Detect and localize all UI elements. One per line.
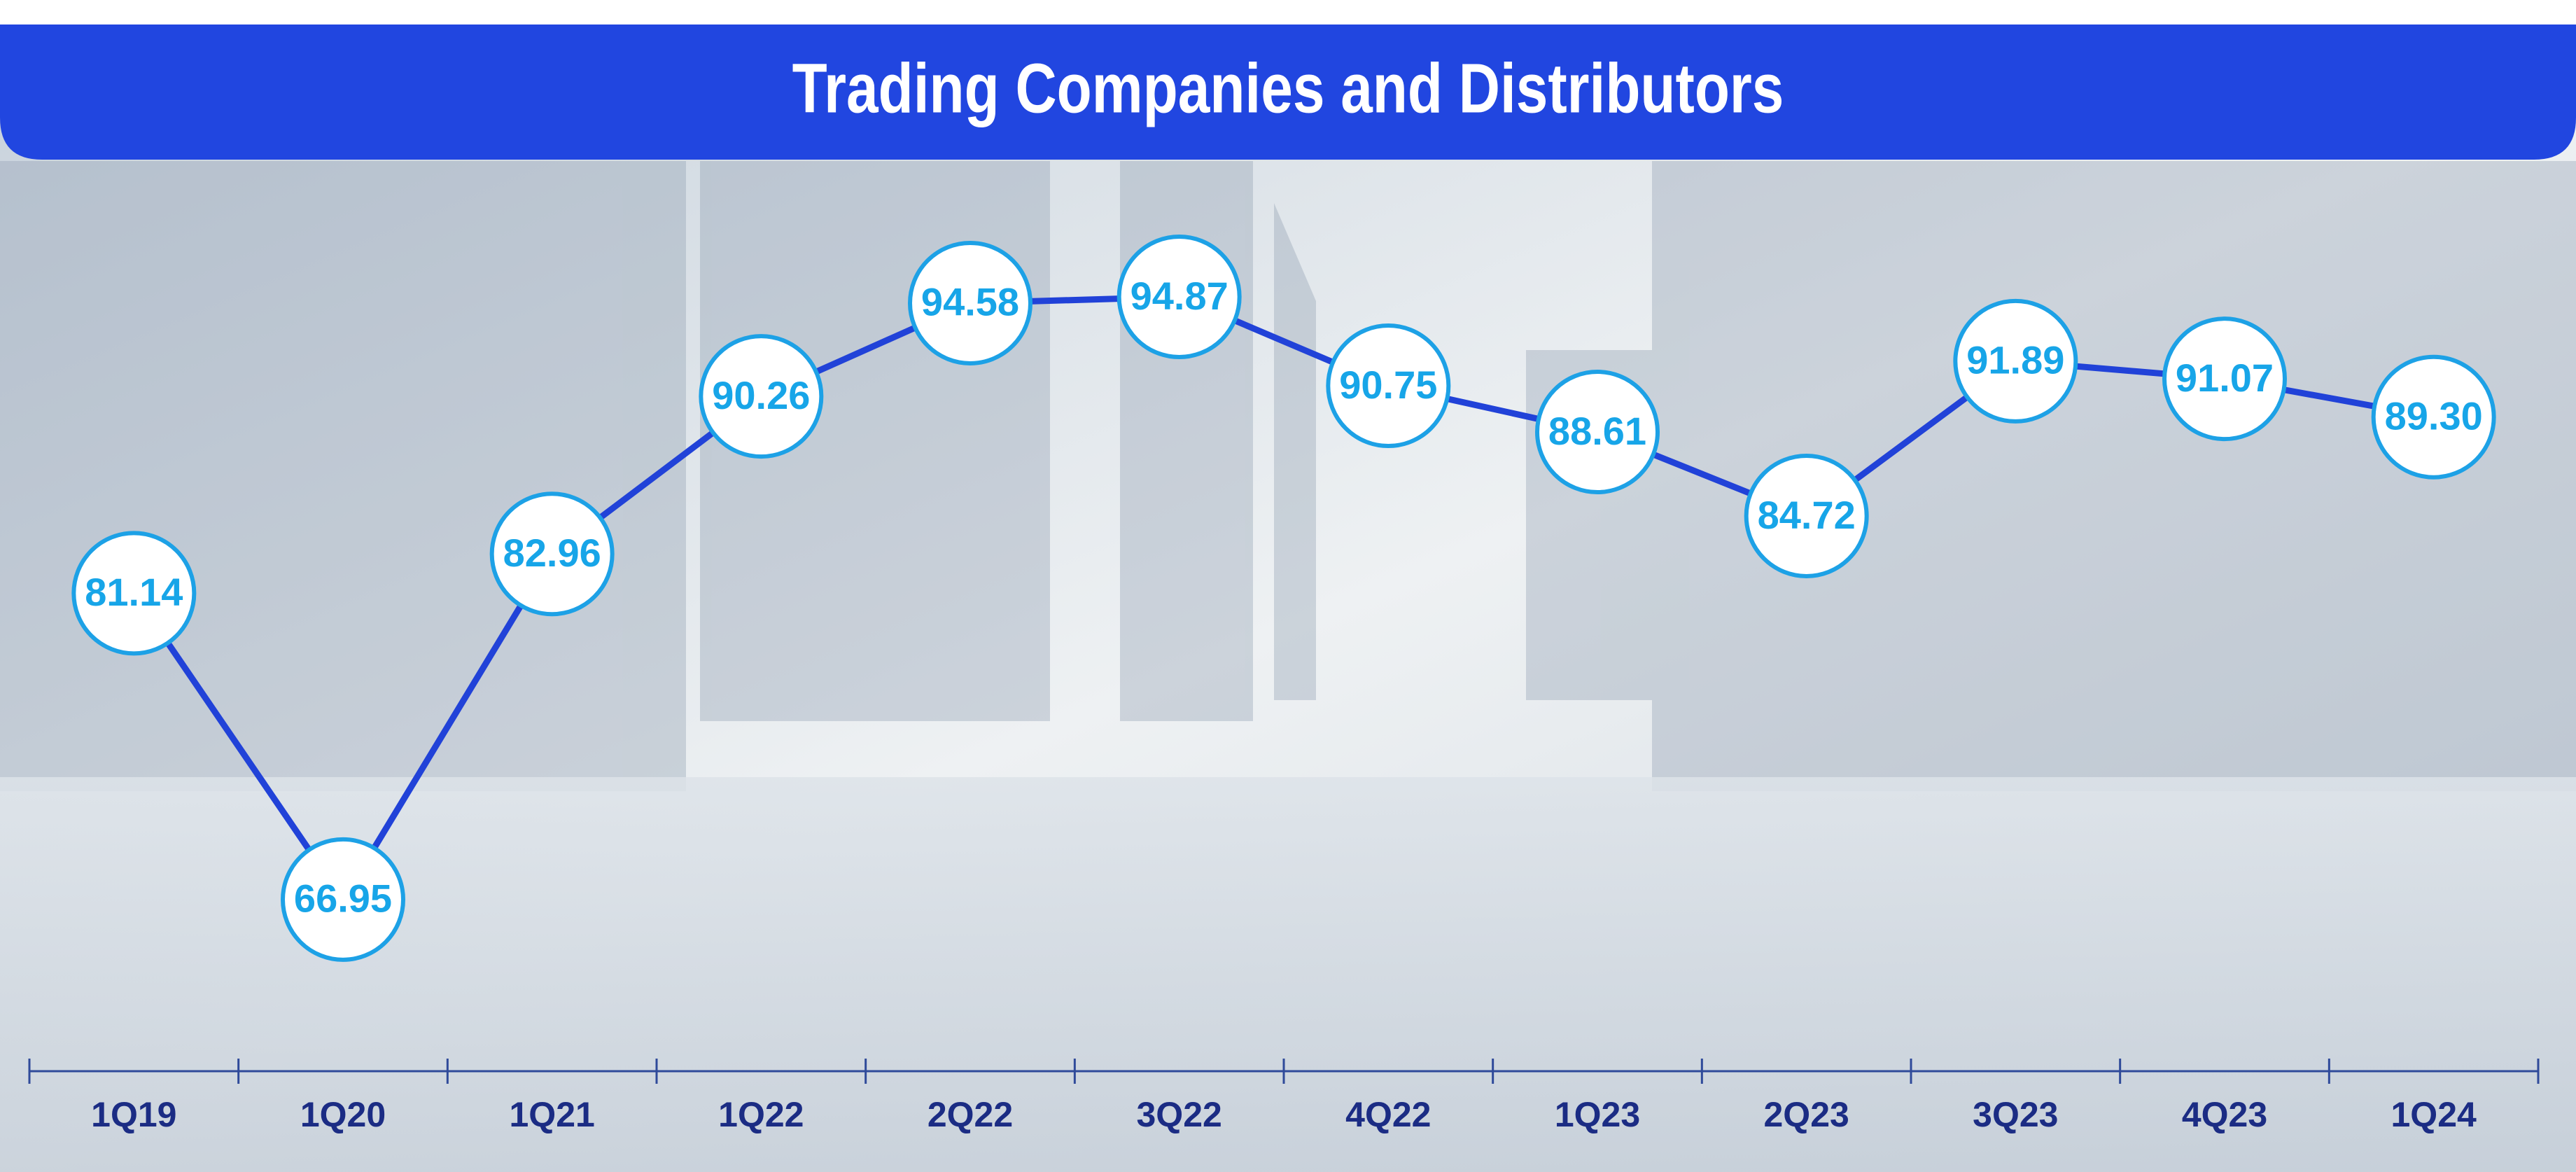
data-label: 90.26 — [712, 373, 810, 417]
x-tick-label: 2Q22 — [927, 1095, 1013, 1134]
data-point — [489, 491, 615, 617]
data-label: 91.07 — [2176, 356, 2274, 400]
data-point — [71, 531, 197, 656]
data-point — [2371, 354, 2496, 480]
data-label: 90.75 — [1339, 363, 1437, 407]
data-label: 66.95 — [294, 877, 392, 921]
data-point — [1953, 298, 2078, 424]
data-label: 94.58 — [921, 280, 1019, 324]
data-point — [1116, 235, 1242, 360]
title-bar — [0, 25, 2576, 160]
x-tick-label: 4Q22 — [1345, 1095, 1431, 1134]
data-label: 82.96 — [503, 531, 601, 575]
data-point — [908, 240, 1032, 365]
data-point — [699, 334, 824, 459]
data-label: 94.87 — [1130, 274, 1228, 318]
data-point — [281, 837, 405, 962]
data-point — [2162, 316, 2287, 442]
data-label: 88.61 — [1548, 409, 1646, 453]
x-tick-label: 1Q19 — [91, 1095, 176, 1134]
x-tick-label: 1Q23 — [1555, 1095, 1640, 1134]
data-label: 91.89 — [1966, 338, 2064, 382]
x-tick-label: 4Q23 — [2182, 1095, 2267, 1134]
x-tick-label: 1Q20 — [300, 1095, 386, 1134]
ground — [0, 777, 2576, 1172]
data-point — [1744, 453, 1869, 578]
data-point — [1326, 323, 1451, 449]
data-label: 89.30 — [2385, 394, 2483, 438]
chart-title: Trading Companies and Distributors — [792, 50, 1784, 128]
x-tick-label: 1Q24 — [2391, 1095, 2477, 1134]
data-label: 84.72 — [1758, 493, 1856, 537]
x-tick-label: 3Q23 — [1973, 1095, 2058, 1134]
x-tick-label: 1Q22 — [718, 1095, 804, 1134]
x-tick-label: 2Q23 — [1764, 1095, 1849, 1134]
x-tick-label: 3Q22 — [1137, 1095, 1222, 1134]
x-tick-label: 1Q21 — [510, 1095, 595, 1134]
data-label: 81.14 — [85, 570, 183, 614]
buildings — [0, 161, 2576, 791]
data-point — [1535, 370, 1660, 495]
